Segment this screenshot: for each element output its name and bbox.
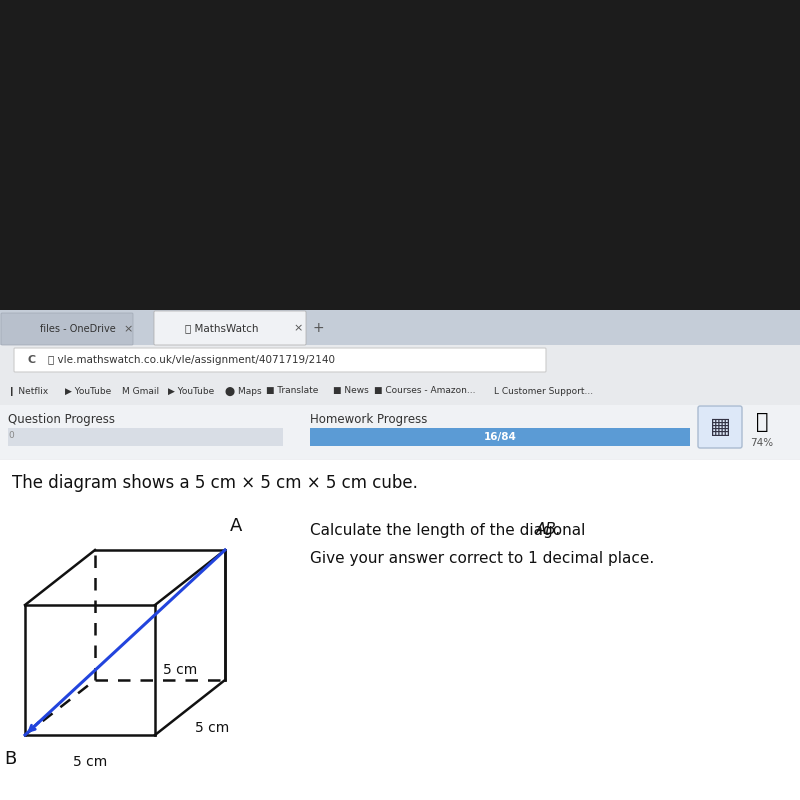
Text: 🏆: 🏆 <box>756 412 768 432</box>
Bar <box>8 428 283 446</box>
Text: ▶ YouTube: ▶ YouTube <box>168 386 214 395</box>
Bar <box>0 405 800 460</box>
Text: B: B <box>5 750 17 768</box>
Text: L Customer Support...: L Customer Support... <box>494 386 593 395</box>
Text: ▶ YouTube: ▶ YouTube <box>65 386 111 395</box>
Text: ×: × <box>294 323 302 333</box>
Text: ■ Courses - Amazon...: ■ Courses - Amazon... <box>374 386 476 395</box>
Text: 5 cm: 5 cm <box>73 755 107 769</box>
Text: ⬤ Maps: ⬤ Maps <box>225 386 262 395</box>
Text: C: C <box>28 355 36 365</box>
Bar <box>0 310 800 348</box>
Text: Give your answer correct to 1 decimal place.: Give your answer correct to 1 decimal pl… <box>310 550 654 566</box>
Text: ■ News: ■ News <box>334 386 369 395</box>
Text: Calculate the length of the diagonal: Calculate the length of the diagonal <box>310 522 590 538</box>
Text: ▦: ▦ <box>710 417 730 437</box>
Text: 5 cm: 5 cm <box>195 722 230 735</box>
Text: AB.: AB. <box>536 522 562 538</box>
FancyBboxPatch shape <box>154 311 306 345</box>
Text: Question Progress: Question Progress <box>8 414 115 426</box>
Text: +: + <box>312 321 324 335</box>
Text: 16/84: 16/84 <box>483 432 517 442</box>
Text: files - OneDrive: files - OneDrive <box>40 324 116 334</box>
Bar <box>310 428 690 446</box>
Text: ❙ Netflix: ❙ Netflix <box>8 386 48 395</box>
FancyBboxPatch shape <box>698 406 742 448</box>
Bar <box>0 345 800 377</box>
Text: A: A <box>230 517 242 535</box>
Text: M Gmail: M Gmail <box>122 386 158 395</box>
Text: 0: 0 <box>8 431 14 441</box>
Text: 5 cm: 5 cm <box>163 663 198 677</box>
FancyBboxPatch shape <box>14 348 546 372</box>
Text: 🔒 vle.mathswatch.co.uk/vle/assignment/4071719/2140: 🔒 vle.mathswatch.co.uk/vle/assignment/40… <box>48 355 335 365</box>
Text: 74%: 74% <box>750 438 774 448</box>
Bar <box>0 0 800 310</box>
Text: The diagram shows a 5 cm × 5 cm × 5 cm cube.: The diagram shows a 5 cm × 5 cm × 5 cm c… <box>12 474 418 492</box>
Text: Ⓜ MathsWatch: Ⓜ MathsWatch <box>185 323 258 333</box>
FancyBboxPatch shape <box>1 313 133 345</box>
Text: ×: × <box>123 324 133 334</box>
Text: ■ Translate: ■ Translate <box>266 386 318 395</box>
Bar <box>0 377 800 405</box>
Text: Homework Progress: Homework Progress <box>310 414 427 426</box>
Bar <box>0 460 800 800</box>
